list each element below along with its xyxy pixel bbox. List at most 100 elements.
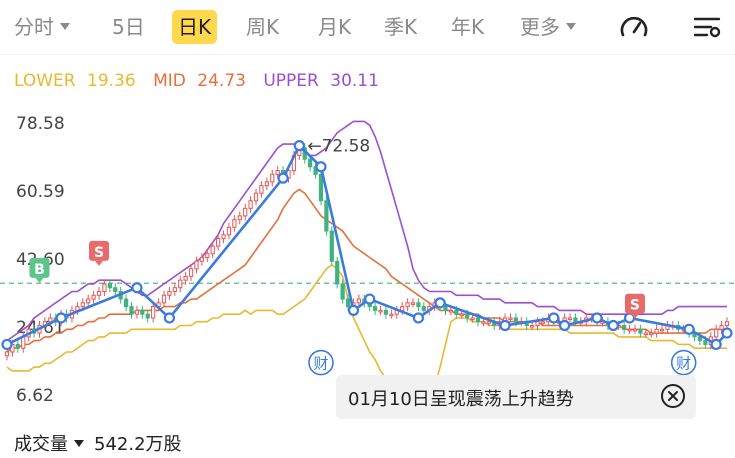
tab-label: 更多	[520, 15, 560, 39]
period-tab-bar: 分时 5日 日K 周K 月K 季K 年K 更多	[0, 0, 735, 54]
candle-body	[21, 336, 26, 349]
trend-point	[548, 312, 560, 324]
tab-5[interactable]: 月K	[318, 10, 351, 44]
volume-label: 成交量	[14, 434, 68, 455]
upper-band-line	[6, 120, 727, 342]
candle-body	[535, 321, 540, 327]
candle-body	[714, 328, 719, 338]
trend-point	[683, 323, 695, 335]
candle-body	[643, 332, 648, 336]
event-marker	[670, 349, 697, 376]
candle-body	[465, 313, 470, 319]
tab-8[interactable]: 更多	[520, 10, 576, 44]
close-icon[interactable]	[660, 383, 686, 409]
tab-3[interactable]: 日K	[172, 10, 218, 44]
buy-marker-pointer	[35, 277, 44, 283]
candle-body	[443, 306, 448, 311]
candle-body	[697, 336, 703, 342]
trend-toast: 01月10日呈现震荡上升趋势	[336, 375, 696, 419]
candle-body	[340, 283, 345, 300]
trend-point	[499, 319, 511, 332]
candle-body	[324, 200, 329, 232]
tab-1[interactable]: 分时	[14, 10, 70, 44]
candle-body	[335, 260, 340, 285]
candle-body	[167, 291, 172, 296]
tab-7[interactable]: 年K	[451, 10, 484, 44]
candle-body	[107, 283, 112, 289]
candle-body	[378, 309, 383, 313]
candle-body	[96, 291, 102, 296]
candle-body	[259, 185, 264, 194]
volume-value: 542.2万股	[94, 434, 182, 455]
y-tick-label: 78.58	[16, 114, 65, 134]
gauge-icon[interactable]	[617, 10, 651, 44]
tab-divider	[0, 54, 735, 55]
candle-body	[649, 332, 654, 336]
sell-marker-label: S	[630, 298, 640, 314]
event-marker-label: 财	[313, 355, 328, 373]
chevron-down-icon	[74, 439, 84, 447]
candle-body	[4, 351, 10, 357]
candle-body	[188, 268, 194, 277]
high-price-label: ←72.58	[307, 137, 370, 157]
candle-body	[724, 321, 730, 327]
trend-point	[55, 312, 67, 324]
candle-body	[719, 325, 724, 330]
candle-body	[530, 325, 535, 328]
tab-4[interactable]: 周K	[246, 10, 279, 44]
legend-upper: UPPER 30.11	[263, 71, 379, 91]
candle-body	[264, 181, 269, 187]
candle-body	[481, 321, 486, 324]
buy-marker-label: B	[34, 262, 45, 278]
candle-body	[421, 306, 426, 311]
candle-body	[540, 321, 546, 324]
candle-body	[654, 328, 659, 334]
chart-settings-icon[interactable]	[690, 10, 724, 44]
candle-body	[210, 245, 215, 255]
trend-point	[591, 312, 603, 324]
tab-2[interactable]: 5日	[112, 10, 145, 44]
trend-point	[607, 319, 619, 332]
trend-point	[412, 312, 425, 324]
candle-body	[86, 298, 91, 304]
candle-body	[389, 313, 394, 317]
tab-6[interactable]: 季K	[384, 10, 417, 44]
candle-body	[448, 309, 454, 313]
candle-body	[237, 215, 242, 221]
candle-body	[145, 313, 150, 319]
candle-body	[243, 207, 248, 217]
candle-body	[178, 279, 183, 289]
candle-body	[134, 309, 140, 315]
trend-point	[434, 297, 446, 309]
tab-label: 年K	[451, 15, 485, 39]
trend-point	[163, 312, 176, 324]
candle-body	[638, 328, 643, 334]
event-marker-label: 财	[676, 355, 691, 373]
candle-body	[80, 302, 85, 308]
sell-marker-badge	[89, 240, 110, 261]
buy-marker-badge	[29, 257, 50, 278]
trend-point	[131, 282, 143, 294]
toast-message: 01月10日呈现震荡上升趋势	[348, 389, 574, 410]
lower-band-line	[6, 264, 727, 395]
legend-lower: LOWER 19.36	[14, 71, 136, 91]
chevron-down-icon	[566, 23, 576, 30]
candle-body	[48, 317, 53, 323]
volume-selector[interactable]: 成交量 542.2万股	[14, 430, 182, 456]
sell-marker-pointer	[95, 260, 104, 266]
candle-body	[416, 302, 421, 308]
candle-body	[659, 328, 665, 332]
candle-body	[248, 200, 253, 209]
candle-body	[470, 317, 475, 320]
trend-point	[558, 319, 571, 332]
candle-body	[102, 283, 107, 293]
candle-body	[410, 302, 416, 305]
trend-point	[315, 161, 327, 173]
candle-body	[194, 260, 199, 270]
candle-body	[627, 328, 632, 332]
candle-body	[232, 219, 237, 228]
legend-mid: MID 24.73	[153, 71, 246, 91]
candle-body	[199, 256, 204, 262]
candle-body	[113, 287, 118, 293]
